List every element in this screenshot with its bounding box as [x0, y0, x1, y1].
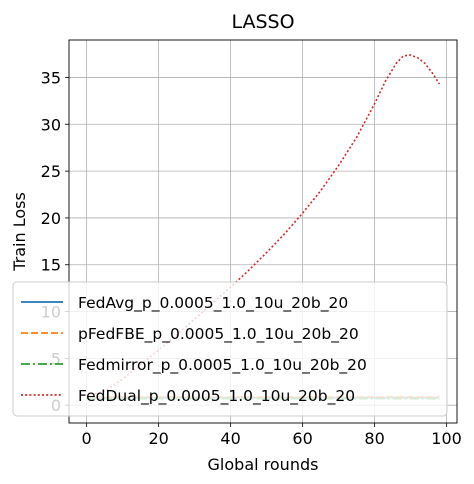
y-tick-label: 15	[41, 256, 61, 275]
y-tick-label: 30	[41, 115, 61, 134]
legend-label-2: Fedmirror_p_0.0005_1.0_10u_20b_20	[78, 356, 367, 375]
x-axis-label: Global rounds	[208, 455, 319, 474]
legend: FedAvg_p_0.0005_1.0_10u_20b_20 pFedFBE_p_…	[12, 281, 448, 417]
series-line-3	[86, 54, 441, 397]
x-tick-label: 40	[220, 429, 240, 448]
x-tick-label: 0	[82, 429, 92, 448]
y-tick-label: 20	[41, 209, 61, 228]
legend-box	[12, 281, 448, 417]
legend-label-3: FedDual_p_0.0005_1.0_10u_20b_20	[78, 387, 355, 406]
y-tick-label: 35	[41, 68, 61, 87]
x-tick-label: 100	[431, 429, 462, 448]
legend-label-0: FedAvg_p_0.0005_1.0_10u_20b_20	[78, 294, 348, 313]
legend-label-1: pFedFBE_p_0.0005_1.0_10u_20b_20	[78, 325, 359, 344]
plot-frame	[68, 39, 458, 424]
x-tick-label: 60	[292, 429, 312, 448]
chart-title: LASSO	[231, 11, 294, 33]
x-tick-label: 20	[148, 429, 168, 448]
y-axis-label: Train Loss	[10, 192, 29, 272]
y-tick-label: 25	[41, 162, 61, 181]
x-tick-label: 80	[364, 429, 384, 448]
